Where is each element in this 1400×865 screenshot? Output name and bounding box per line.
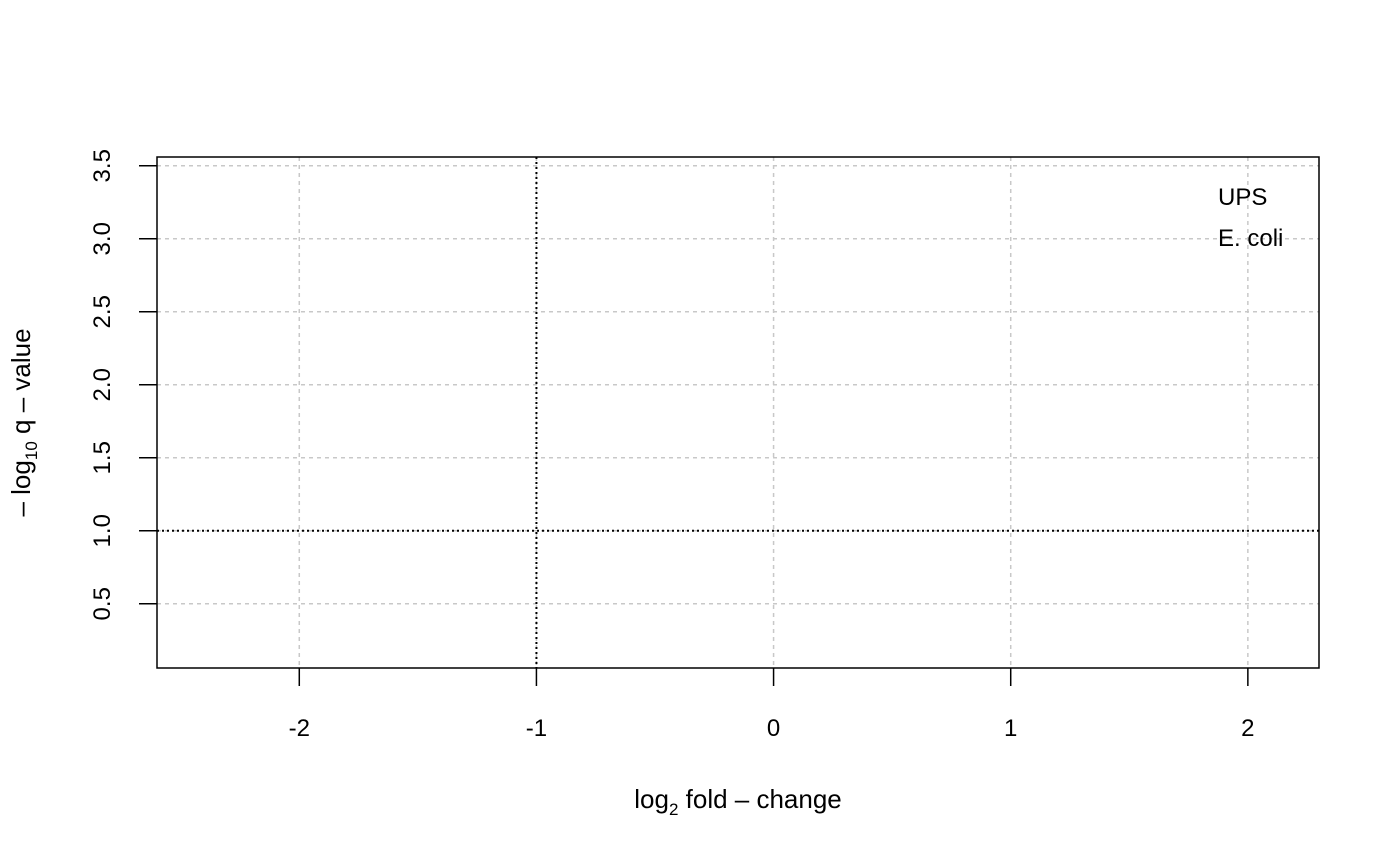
y-tick-label: 1.5 — [89, 441, 116, 474]
x-axis-label: log2 fold – change — [634, 784, 842, 819]
x-axis-label-suffix: fold – change — [678, 784, 841, 814]
x-axis-label-subscript: 2 — [669, 800, 678, 819]
threshold-lines — [157, 157, 1319, 668]
y-tick-label: 3.0 — [89, 222, 116, 255]
legend: UPS E. coli — [1218, 184, 1283, 252]
x-tick-label: 2 — [1241, 715, 1254, 742]
legend-entry-e-coli: E. coli — [1218, 225, 1283, 252]
grid-lines — [157, 157, 1319, 668]
y-tick-label: 0.5 — [89, 587, 116, 620]
x-tick-label: -1 — [526, 715, 547, 742]
y-axis-label-suffix: q – value — [6, 328, 36, 441]
y-axis-label-prefix: – log — [6, 460, 36, 516]
x-tick-label: -2 — [289, 715, 310, 742]
y-axis: 0.5 1.0 1.5 2.0 2.5 3.0 3.5 — [89, 149, 157, 620]
y-axis-label-subscript: 10 — [22, 441, 41, 460]
y-tick-label: 2.0 — [89, 368, 116, 401]
plot-frame — [156, 156, 1320, 669]
legend-entry-ups: UPS — [1218, 184, 1267, 211]
y-axis-label: – log10 q – value — [6, 328, 41, 516]
y-tick-label: 3.5 — [89, 149, 116, 182]
x-tick-label: 1 — [1004, 715, 1017, 742]
y-tick-label: 1.0 — [89, 514, 116, 547]
y-tick-label: 2.5 — [89, 295, 116, 328]
x-axis: -2 -1 0 1 2 — [289, 668, 1255, 742]
x-tick-label: 0 — [767, 715, 780, 742]
x-axis-label-prefix: log — [634, 784, 669, 814]
